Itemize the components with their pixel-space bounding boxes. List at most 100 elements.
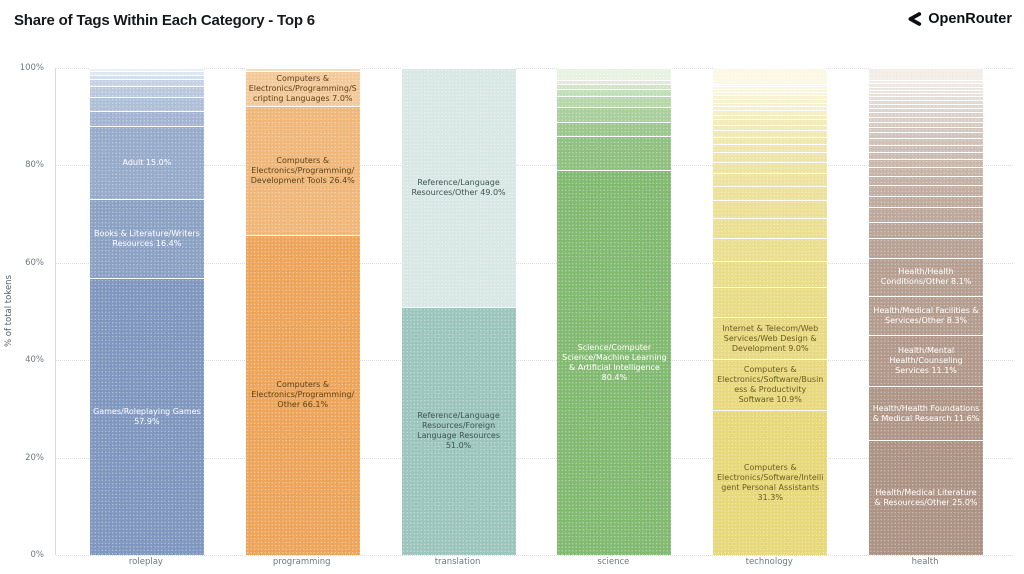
bar-segment — [713, 102, 828, 107]
bar-segment: Reference/Language Resources/Foreign Lan… — [401, 306, 516, 555]
bar-segment — [869, 126, 984, 133]
bar-segment-label: Reference/Language Resources/Other 49.0% — [411, 177, 506, 197]
bar-segment — [557, 84, 672, 89]
bar-segment — [869, 132, 984, 139]
bar-segment: Computers & Electronics/Programming/Scri… — [245, 71, 360, 107]
bar-segment — [89, 86, 204, 97]
bar-segment — [713, 162, 828, 174]
bar-stack: Health/Medical Literature & Resources/Ot… — [869, 68, 984, 555]
bar-segment-label: Books & Literature/Writers Resources 16.… — [93, 228, 200, 248]
bar-segment-label: Science/Computer Science/Machine Learnin… — [562, 342, 667, 382]
bar-segment-label: Health/Health Foundations & Medical Rese… — [872, 403, 980, 423]
bar-segment — [713, 92, 828, 96]
bar-segment: Books & Literature/Writers Resources 16.… — [89, 198, 204, 278]
bar-segment — [713, 217, 828, 238]
bar-segment — [869, 151, 984, 159]
bar-segment: Health/Medical Facilities & Services/Oth… — [869, 295, 984, 335]
bar-segment — [713, 110, 828, 115]
bar-segment — [869, 116, 984, 122]
bar-segment-label: Computers & Electronics/Programming/Deve… — [250, 155, 355, 185]
bar-segment: Health/Health Foundations & Medical Rese… — [869, 386, 984, 440]
bar-segment — [869, 185, 984, 196]
bar-segment: Games/Roleplaying Games 57.9% — [89, 277, 204, 555]
y-tick-label: 80% — [25, 160, 44, 171]
bar-segment — [869, 221, 984, 239]
openrouter-logo[interactable]: OpenRouter — [906, 11, 1012, 27]
bar-segment — [89, 78, 204, 87]
bar-segment — [557, 88, 672, 96]
gridline — [56, 262, 1013, 264]
bar-segment-label: Computers & Electronics/Programming/Scri… — [248, 74, 357, 104]
bar-segment — [869, 158, 984, 167]
bar-segment — [869, 195, 984, 208]
bar-segment — [557, 68, 672, 80]
bar-segment — [713, 152, 828, 163]
openrouter-chevron-icon — [906, 11, 922, 27]
plot-area: Games/Roleplaying Games 57.9% Books & Lit… — [55, 67, 1013, 556]
x-tick-label-programming: programming — [272, 557, 331, 567]
x-tick-label-translation: translation — [434, 557, 481, 567]
bar-stack: Computers & Electronics/Programming/Othe… — [245, 67, 360, 555]
bar-segment: Computers & Electronics/Software/Busines… — [713, 359, 828, 411]
bar-stack: Computers & Electronics/Software/Intelli… — [713, 67, 828, 555]
bar-segment — [869, 108, 984, 113]
bar-segment — [713, 124, 828, 131]
chart-title: Share of Tags Within Each Category - Top… — [14, 12, 315, 29]
bar-technology: Computers & Electronics/Software/Intelli… — [692, 67, 848, 555]
bar-segment — [869, 103, 984, 109]
bar-science: Science/Computer Science/Machine Learnin… — [536, 68, 692, 555]
bar-segment — [89, 67, 204, 72]
bars: Games/Roleplaying Games 57.9% Books & Lit… — [69, 67, 1004, 555]
bar-segment — [713, 185, 828, 200]
bar-segment — [869, 89, 984, 94]
bar-segment — [869, 100, 984, 104]
x-tick-label-science: science — [597, 557, 630, 567]
gridline — [56, 68, 1013, 69]
bar-segment — [713, 106, 828, 111]
bar-segment — [713, 67, 828, 84]
bar-segment — [869, 207, 984, 222]
x-tick-label-technology: technology — [745, 557, 793, 567]
gridline — [56, 555, 1013, 556]
bar-segment — [713, 136, 828, 145]
bar-segment — [557, 122, 672, 137]
bar-segment — [869, 238, 984, 258]
bar-segment — [713, 114, 828, 120]
bar-segment — [869, 121, 984, 127]
bar-segment-label: Health/Medical Literature & Resources/Ot… — [874, 488, 978, 507]
gridline — [56, 457, 1013, 459]
bar-segment — [869, 166, 984, 176]
bar-segment: Science/Computer Science/Machine Learnin… — [557, 169, 672, 555]
bar-segment — [713, 173, 828, 186]
bar-segment — [869, 112, 984, 117]
y-tick-label: 40% — [25, 355, 44, 366]
bar-segment — [869, 175, 984, 186]
bar-segment: Internet & Telecom/Web Services/Web Desi… — [713, 316, 828, 360]
bar-segment-label: Health/Mental Health/Counseling Services… — [889, 345, 963, 375]
bar-segment — [89, 71, 204, 75]
bar-segment — [713, 86, 828, 90]
x-tick-label-roleplay: roleplay — [128, 557, 163, 567]
bar-segment — [869, 86, 984, 90]
bar-segment — [713, 144, 828, 153]
bar-segment — [713, 95, 828, 99]
x-tick-label-health: health — [911, 557, 939, 567]
bar-roleplay: Games/Roleplaying Games 57.9% Books & Lit… — [69, 67, 225, 555]
bar-segment-label: Health/Health Conditions/Other 8.1% — [880, 267, 972, 287]
bar-stack: Games/Roleplaying Games 57.9% Books & Lit… — [89, 67, 204, 555]
bar-segment — [713, 89, 828, 93]
gridline — [56, 360, 1013, 362]
bar-segment: Computers & Electronics/Software/Intelli… — [713, 410, 828, 555]
bar-segment — [557, 95, 672, 108]
bar-segment-label: Adult 15.0% — [122, 157, 172, 167]
bar-segment: Computers & Electronics/Programming/Deve… — [245, 106, 360, 235]
bar-segment: Computers & Electronics/Programming/Othe… — [245, 234, 360, 555]
bar-segment-label: Internet & Telecom/Web Services/Web Desi… — [722, 323, 819, 353]
y-tick-label: 20% — [25, 452, 44, 463]
bar-segment-label: Computers & Electronics/Programming/Othe… — [251, 380, 355, 410]
bar-segment — [869, 83, 984, 87]
bar-segment: Health/Medical Literature & Resources/Ot… — [869, 440, 984, 555]
bar-segment — [713, 98, 828, 103]
bar-segment — [713, 260, 828, 288]
bar-segment — [869, 80, 984, 84]
